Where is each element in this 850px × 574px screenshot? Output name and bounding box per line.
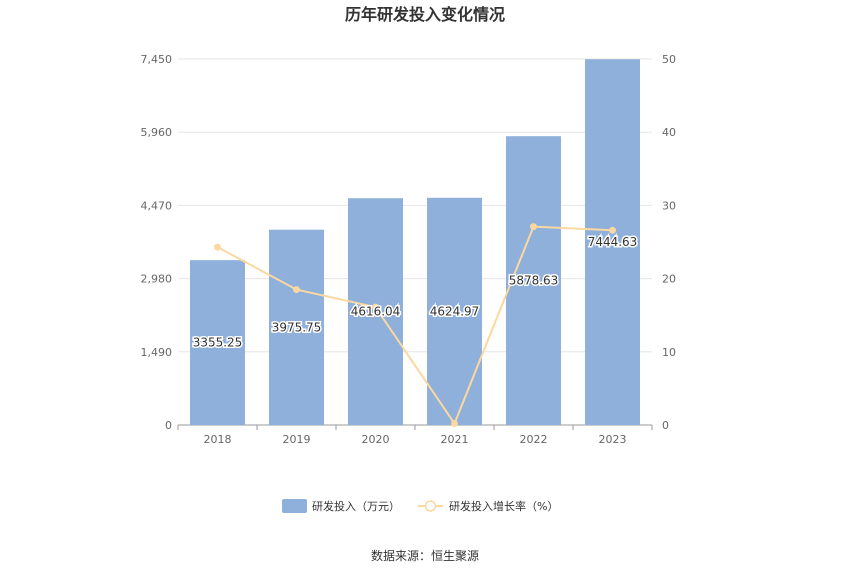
x-tick-label: 2021 <box>441 433 469 446</box>
bar <box>585 59 640 425</box>
growth-point <box>293 286 300 294</box>
grid-lines <box>178 58 652 353</box>
bar-data-label: 3975.75 <box>272 320 322 334</box>
growth-point <box>609 226 616 234</box>
y-right-tick-label: 40 <box>662 126 676 139</box>
legend-swatch-bar <box>282 499 307 513</box>
y-left-tick-label: 0 <box>165 419 172 432</box>
legend-label-line: 研发投入增长率（%） <box>449 499 558 513</box>
bar <box>190 260 245 425</box>
bar-data-label: 4616.04 <box>351 305 401 319</box>
y-right-tick-label: 10 <box>662 346 676 359</box>
y-right-tick-label: 30 <box>662 199 676 212</box>
y-right-tick-label: 50 <box>662 53 676 66</box>
legend-marker-line <box>424 500 437 512</box>
growth-point <box>214 243 221 251</box>
y-right-tick-label: 20 <box>662 273 676 286</box>
y-left-tick-label: 7,450 <box>141 53 173 66</box>
bar <box>269 229 324 425</box>
y-left-tick-label: 5,960 <box>141 126 173 139</box>
bar-data-label: 5878.63 <box>509 274 559 288</box>
growth-point <box>372 303 379 311</box>
y-left-tick-label: 1,490 <box>141 346 173 359</box>
x-tick-label: 2022 <box>520 433 548 446</box>
legend: 研发投入（万元） 研发投入增长率（%） <box>282 499 558 513</box>
chart-title: 历年研发投入变化情况 <box>345 5 505 24</box>
growth-point <box>451 420 458 428</box>
x-tick-label: 2019 <box>283 433 311 446</box>
growth-point <box>530 223 537 231</box>
bar-data-label: 3355.25 <box>193 336 243 350</box>
bar <box>427 197 482 425</box>
y-right-tick-label: 0 <box>662 419 669 432</box>
data-labels: 3355.25 3975.75 4616.04 4624.97 5878.63 7444.… <box>191 234 639 351</box>
bar <box>506 136 561 425</box>
x-tick-label: 2018 <box>204 433 232 446</box>
legend-label-bar: 研发投入（万元） <box>312 499 400 513</box>
y-left-tick-label: 4,470 <box>141 199 173 212</box>
y-left-tick-label: 2,980 <box>141 273 173 286</box>
line-series <box>214 223 616 428</box>
bar <box>348 198 403 425</box>
bar-series <box>190 59 640 425</box>
x-tick-label: 2023 <box>599 433 627 446</box>
axes: 0 0 1,490 10 2,980 20 4,470 30 5,960 40 7,450 50 201… <box>141 53 677 446</box>
x-tick-label: 2020 <box>362 433 390 446</box>
source-note: 数据来源：恒生聚源 <box>371 548 479 563</box>
growth-line <box>217 225 613 426</box>
bar-data-label: 7444.63 <box>588 235 638 249</box>
bar-data-label: 4624.97 <box>430 304 480 318</box>
